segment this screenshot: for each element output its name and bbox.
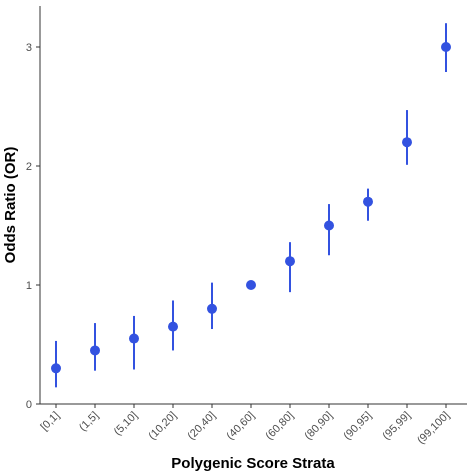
x-tick-label: (99,100] bbox=[415, 410, 452, 447]
data-point bbox=[285, 256, 295, 267]
data-point bbox=[168, 321, 178, 332]
x-tick-label: (1,5] bbox=[77, 410, 101, 434]
y-axis-title: Odds Ratio (OR) bbox=[2, 147, 19, 264]
x-tick-label: [0,1] bbox=[38, 410, 62, 434]
x-tick-label: (90,95] bbox=[341, 410, 374, 443]
x-tick-label: (10,20] bbox=[146, 410, 179, 443]
x-tick-label: (80,90] bbox=[302, 410, 335, 443]
data-point bbox=[90, 345, 100, 356]
y-tick-label: 3 bbox=[26, 42, 32, 54]
data-point bbox=[129, 333, 139, 344]
y-tick-label: 1 bbox=[26, 280, 32, 292]
y-axis-ticks: 0 1 2 3 bbox=[26, 42, 40, 411]
x-axis-ticks: [0,1] (1,5] (5,10] (10,20] (20,40] (40,60] (60… bbox=[38, 404, 452, 447]
x-tick-label: (95,99] bbox=[380, 410, 413, 443]
x-tick-label: (60,80] bbox=[263, 410, 296, 443]
data-point bbox=[207, 303, 217, 314]
y-tick-label: 2 bbox=[26, 161, 32, 173]
data-marks bbox=[51, 23, 451, 388]
x-tick-label: (20,40] bbox=[185, 410, 218, 443]
data-point bbox=[441, 42, 451, 52]
x-tick-label: (40,60] bbox=[224, 410, 257, 443]
x-tick-label: (5,10] bbox=[112, 410, 140, 438]
data-point bbox=[246, 280, 256, 290]
data-point bbox=[324, 220, 334, 231]
data-point bbox=[402, 137, 412, 148]
y-tick-label: 0 bbox=[26, 399, 32, 411]
data-point bbox=[363, 196, 373, 207]
data-point bbox=[51, 363, 61, 374]
x-axis-title: Polygenic Score Strata bbox=[171, 455, 335, 472]
